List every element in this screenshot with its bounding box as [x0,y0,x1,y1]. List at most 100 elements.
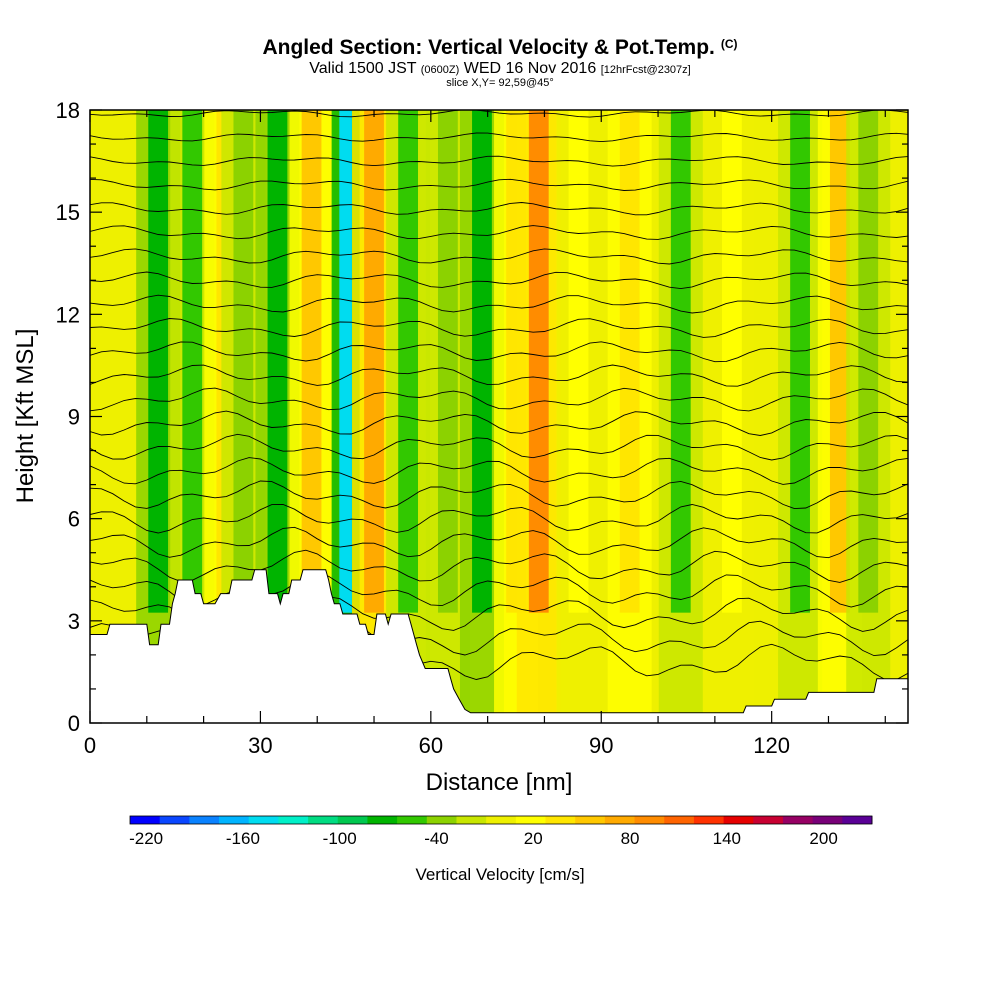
slice-info: slice X,Y= 92,59@45° [0,77,1000,89]
velocity-core [437,110,458,613]
colorbar-swatch [723,816,754,824]
chart-subtitle: Valid 1500 JST (0600Z) WED 16 Nov 2016 [… [0,60,1000,78]
colorbar-swatch [664,816,695,824]
chart-title-unit: (C) [720,37,738,51]
y-tick-label: 0 [68,711,80,736]
colorbar-swatch [130,816,161,824]
y-tick-label: 12 [56,302,80,327]
forecast-info: [12hrFcst@2307z] [600,64,691,76]
colorbar-swatch [693,816,725,824]
y-tick-label: 9 [68,405,80,430]
y-axis-label: Height [Kft MSL] [12,329,39,504]
colorbar-swatch [159,816,190,824]
theta-contour [90,341,908,363]
colorbar-tick-label: 80 [621,829,640,848]
colorbar-tick-label: 200 [809,829,837,848]
x-tick-label: 0 [84,733,96,758]
theta-contour [90,433,908,461]
colorbar-swatch [219,816,250,824]
theta-contour [90,387,908,412]
colorbar-swatch [367,816,398,824]
velocity-core [568,110,589,613]
theta-contour [90,202,908,216]
velocity-core [528,110,549,613]
colorbar-swatch [575,816,606,824]
terrain-mask [89,569,909,724]
colorbar-label: Vertical Velocity [cm/s] [415,865,584,884]
colorbar-tick-label: 20 [524,829,543,848]
velocity-core [339,110,352,613]
velocity-core [364,110,384,613]
colorbar-swatch [545,816,576,824]
x-axis-label: Distance [nm] [426,769,573,796]
valid-utc: (0600Z) [420,64,460,76]
colorbar-tick-label: -100 [323,829,357,848]
theta-contour [90,271,908,290]
x-tick-label: 90 [589,733,613,758]
theta-contour [90,503,908,534]
y-tick-label: 15 [56,200,80,225]
theta-contour [90,248,908,265]
theta-contour [90,480,908,510]
velocity-core [301,110,322,613]
x-tick-label: 120 [753,733,790,758]
colorbar-tick-label: -160 [226,829,260,848]
chart-title-text: Angled Section: Vertical Velocity & Pot.… [262,36,715,59]
colorbar-swatch [604,816,636,824]
velocity-core [267,110,288,613]
valid-time: Valid 1500 JST [309,60,417,77]
velocity-core [670,110,691,613]
theta-contour [90,155,908,167]
colorbar-tick-label: -40 [424,829,449,848]
colorbar-swatch [486,816,517,824]
colorbar-swatch [515,816,547,824]
colorbar-swatch [248,816,279,824]
x-axis: 0 30 60 90 120 [84,110,886,758]
theta-contour [90,132,908,143]
colorbar-swatch [753,816,784,824]
colorbar-swatch [812,816,843,824]
velocity-core [722,110,742,613]
velocity-core [182,110,203,613]
colorbar: -220 -160 -100 -40 20 80 140 200 [129,815,873,848]
colorbar-swatch [782,816,814,824]
velocity-core [790,110,810,613]
y-axis: 0 3 6 9 12 15 18 [56,98,908,736]
theta-contour [90,225,908,240]
theta-contour [90,294,908,314]
theta-contour [90,318,908,338]
valid-date: WED 16 Nov 2016 [463,60,597,77]
y-tick-label: 18 [56,98,80,123]
velocity-core [148,110,169,613]
colorbar-swatch [634,816,665,824]
velocity-core [829,110,850,613]
colorbar-swatch [426,816,457,824]
theta-contour [90,364,908,387]
theta-contour [90,526,908,559]
velocity-core [619,110,640,613]
colorbar-swatch [842,816,873,824]
colorbar-swatch [189,816,220,824]
theta-contour [90,410,908,436]
theta-contour [90,457,908,485]
y-tick-label: 6 [68,507,80,532]
colorbar-frame [129,815,873,825]
x-tick-label: 30 [248,733,272,758]
colorbar-swatch [456,816,487,824]
theta-contour [90,549,908,583]
y-tick-label: 3 [68,609,80,634]
theta-contour [90,178,908,191]
slice-text: slice X,Y= 92,59@45° [446,77,554,89]
colorbar-swatch [278,816,309,824]
chart-title: Angled Section: Vertical Velocity & Pot.… [0,36,1000,60]
x-tick-label: 60 [419,733,443,758]
velocity-core [233,110,254,613]
velocity-core [398,110,419,613]
colorbar-swatch [308,816,339,824]
colorbar-swatch [397,816,428,824]
colorbar-tick-label: 140 [713,829,741,848]
colorbar-tick-label: -220 [129,829,163,848]
theta-contours [90,110,908,681]
velocity-core [858,110,879,613]
